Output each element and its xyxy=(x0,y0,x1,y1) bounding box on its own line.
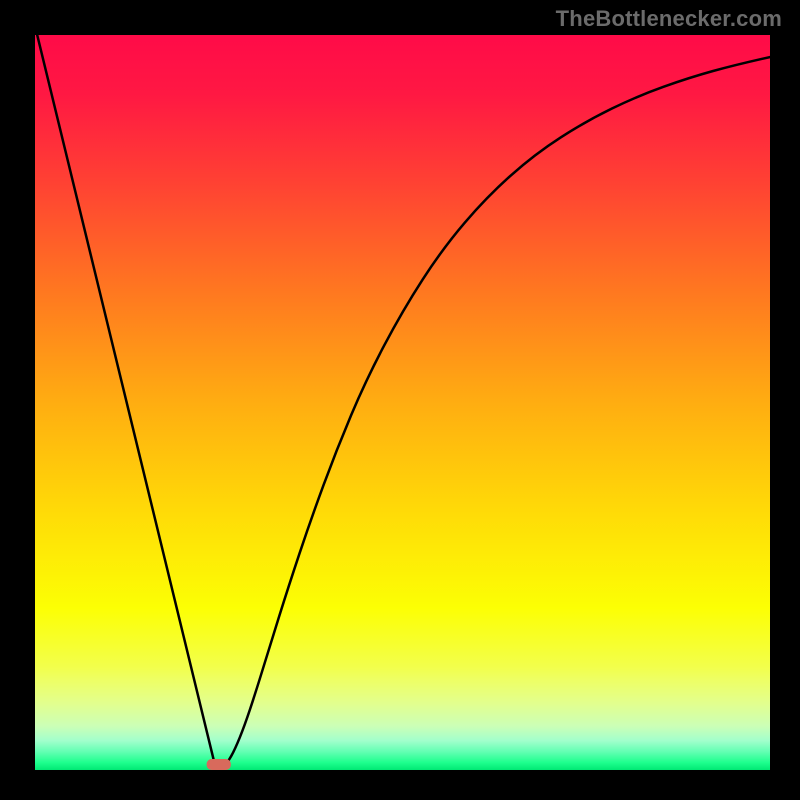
chart-svg xyxy=(35,35,770,770)
gradient-background xyxy=(35,35,770,770)
optimal-point-marker xyxy=(207,759,231,770)
watermark-text: TheBottlenecker.com xyxy=(556,6,782,32)
chart-container: TheBottlenecker.com xyxy=(0,0,800,800)
plot-area xyxy=(35,35,770,770)
